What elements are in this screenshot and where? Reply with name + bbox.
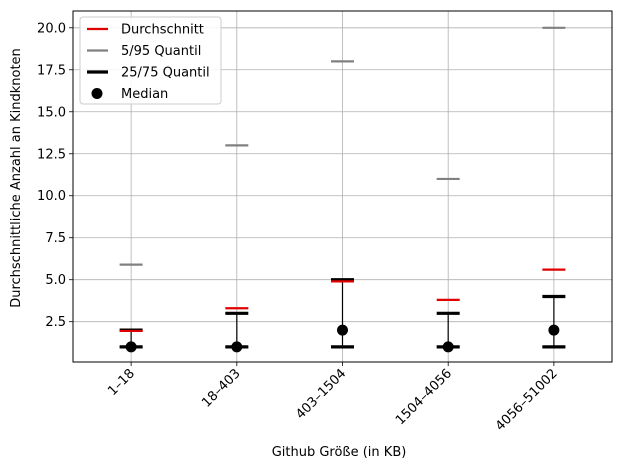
legend-swatch: [91, 88, 103, 99]
x-tick-label: 18–403: [199, 366, 243, 410]
x-tick-label: 403–1504: [293, 366, 349, 422]
y-tick-label: 12.5: [37, 147, 66, 162]
marks: [119, 26, 566, 353]
legend-label: Durchschnitt: [121, 23, 204, 38]
legend-box: [79, 16, 222, 105]
x-axis-label: Github Größe (in KB): [272, 445, 407, 460]
y-tick-label: 15.0: [37, 105, 66, 120]
x-tick-label: 1–18: [105, 366, 138, 399]
median-point: [337, 324, 348, 336]
x-tick-label: 1504–4056: [393, 366, 455, 428]
median-point: [442, 341, 454, 353]
y-tick-label: 20.0: [37, 21, 66, 36]
y-tick-label: 5.0: [45, 273, 66, 288]
median-point: [231, 341, 243, 353]
legend: Durchschnitt 5/95 Quantil 25/75 Quantil Med…: [79, 16, 222, 105]
x-axis: 1–18 18–403 403–1504 1504–4056 4056–51002: [105, 362, 561, 434]
y-tick-label: 10.0: [37, 189, 66, 204]
median-point: [125, 341, 137, 353]
median-point: [548, 324, 560, 336]
y-axis: 2.5 5.0 7.5 10.0 12.5 15.0 17.5 20.0: [37, 21, 73, 330]
legend-label: 25/75 Quantil: [121, 66, 210, 81]
x-tick-label: 4056–51002: [493, 366, 561, 434]
y-tick-label: 17.5: [37, 63, 66, 78]
y-tick-label: 7.5: [45, 231, 66, 246]
legend-label: Median: [121, 87, 168, 102]
y-tick-label: 2.5: [45, 315, 66, 330]
legend-label: 5/95 Quantil: [121, 44, 201, 59]
y-axis-label: Durchschnittliche Anzahl an Kindknoten: [9, 48, 24, 308]
whiskers: [130, 279, 555, 347]
